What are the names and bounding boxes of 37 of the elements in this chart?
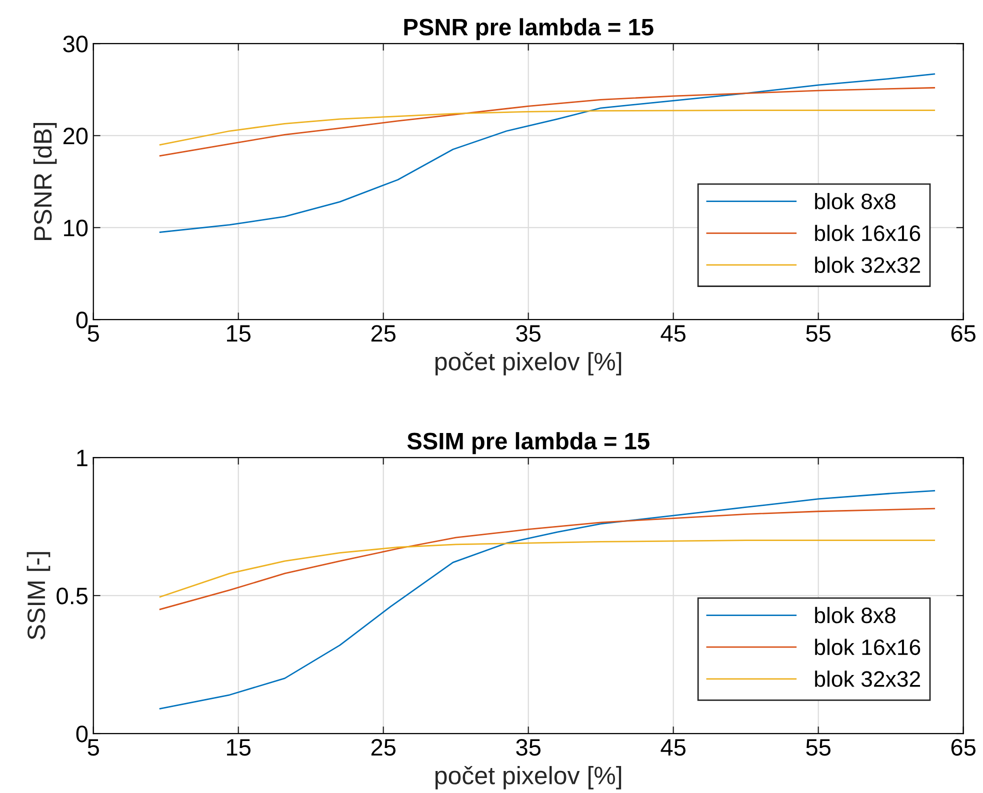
line-series xyxy=(159,540,936,598)
y-tick-label: 0 xyxy=(76,726,88,742)
x-tick-label: 55 xyxy=(806,739,830,756)
x-tick-label: 65 xyxy=(951,325,976,342)
legend-label: blok 8x8 xyxy=(815,192,896,210)
chart-title: PSNR pre lambda = 15 xyxy=(404,18,654,40)
x-tick-label: 5 xyxy=(88,739,99,756)
y-tick-label: 1 xyxy=(77,450,88,466)
y-tick-label: 20 xyxy=(63,128,88,144)
x-tick-label: 25 xyxy=(371,739,396,756)
x-tick-label: 15 xyxy=(227,325,251,342)
line-series xyxy=(159,87,936,157)
y-tick-label: 0.5 xyxy=(56,588,88,604)
line-series xyxy=(159,490,936,710)
x-axis-title: počet pixelov [%] xyxy=(435,766,622,790)
y-tick-label: 10 xyxy=(64,220,88,236)
x-tick-label: 5 xyxy=(88,325,99,342)
x-tick-label: 35 xyxy=(516,739,541,756)
legend-label: blok 32x32 xyxy=(815,670,920,687)
line-series xyxy=(159,110,936,146)
x-tick-label: 45 xyxy=(660,739,686,756)
x-tick-label: 15 xyxy=(227,739,251,756)
y-axis-title: PSNR [dB] xyxy=(33,122,57,240)
legend-label: blok 16x16 xyxy=(815,638,920,656)
y-axis-title: SSIM [-] xyxy=(26,552,50,640)
x-axis-title: počet pixelov [%] xyxy=(435,352,622,376)
x-tick-label: 65 xyxy=(951,739,976,756)
y-tick-label: 0 xyxy=(76,312,88,328)
legend-label: blok 16x16 xyxy=(815,224,920,242)
legend-label: blok 32x32 xyxy=(815,256,920,273)
x-tick-label: 45 xyxy=(660,325,686,342)
x-tick-label: 35 xyxy=(516,325,541,342)
y-tick-label: 30 xyxy=(63,36,88,52)
x-tick-label: 55 xyxy=(806,325,830,342)
chart-title: SSIM pre lambda = 15 xyxy=(407,432,650,454)
x-tick-label: 25 xyxy=(371,325,396,342)
legend-label: blok 8x8 xyxy=(815,606,896,624)
